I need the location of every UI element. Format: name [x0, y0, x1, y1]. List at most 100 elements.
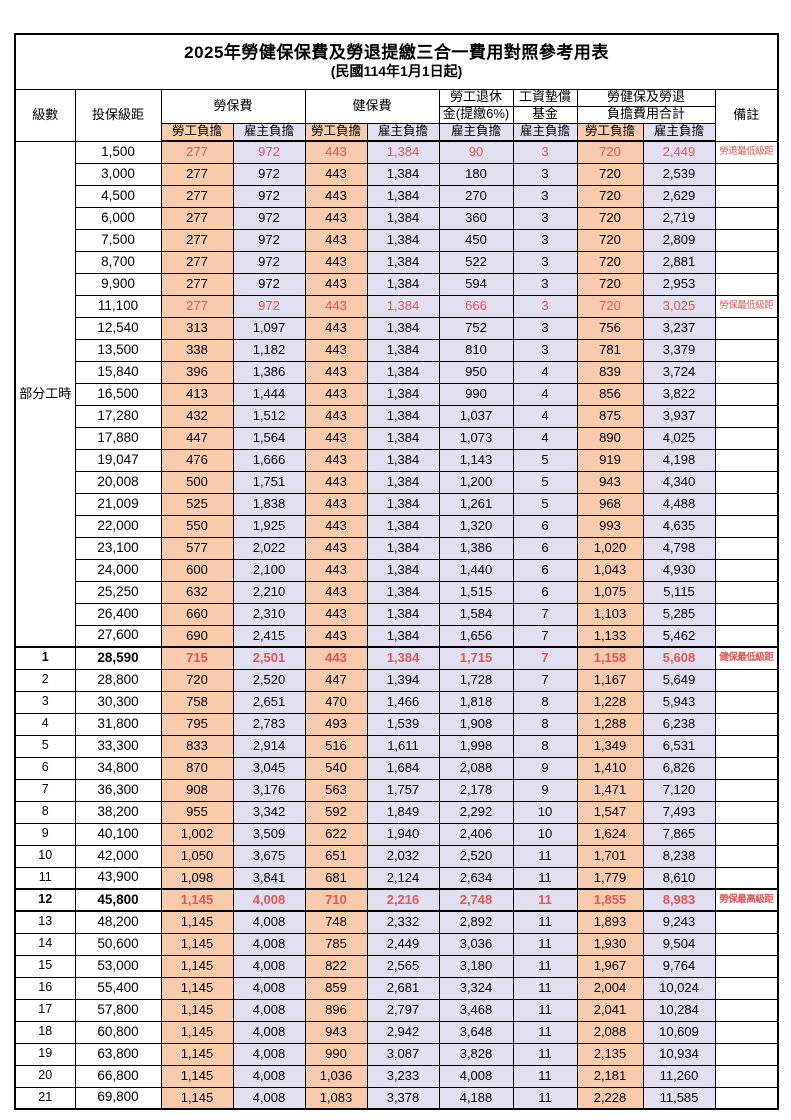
value-cell: 1,547: [576, 800, 644, 824]
value-cell: 6: [512, 536, 578, 560]
value-cell: 2,719: [642, 206, 716, 230]
value-cell: 443: [304, 316, 368, 340]
salary-bracket-cell: 8,700: [74, 250, 162, 274]
value-cell: 7,120: [642, 778, 716, 802]
level-cell: 9: [14, 822, 76, 846]
table-row: 4,500 277 972 443 1,384 270 3 720 2,629: [15, 184, 779, 208]
value-cell: 1,384: [366, 646, 440, 670]
value-cell: 1,471: [576, 778, 644, 802]
value-cell: 3,025: [642, 294, 716, 318]
value-cell: 6: [512, 514, 578, 538]
value-cell: 6,238: [642, 712, 716, 736]
value-cell: 632: [160, 580, 234, 604]
value-cell: 2,634: [438, 866, 514, 890]
salary-bracket-cell: 63,800: [74, 1042, 162, 1066]
remark-cell: [714, 800, 779, 824]
table-row: 26,400 660 2,310 443 1,384 1,584 7 1,103 5,285: [15, 602, 779, 626]
level-cell: 13: [14, 910, 76, 934]
value-cell: 1,751: [232, 470, 306, 494]
value-cell: 360: [438, 206, 514, 230]
value-cell: 9,764: [642, 954, 716, 978]
value-cell: 1,098: [160, 866, 234, 890]
value-cell: 4: [512, 382, 578, 406]
table-row: 3 30,300 758 2,651 470 1,466 1,818 8 1,228 5,943: [14, 690, 779, 714]
salary-bracket-cell: 30,300: [74, 690, 162, 714]
column-header-total-line2: 負擔費用合計: [576, 105, 716, 124]
value-cell: 2,914: [232, 734, 306, 758]
value-cell: 919: [576, 448, 644, 472]
subheader-wage-fund-employer: 雇主負擔: [512, 122, 578, 142]
value-cell: 651: [304, 844, 368, 868]
table-row: 13,500 338 1,182 443 1,384 810 3 781 3,379: [15, 338, 779, 362]
value-cell: 1,893: [576, 910, 644, 934]
table-row: 7,500 277 972 443 1,384 450 3 720 2,809: [15, 228, 779, 252]
remark-cell: [714, 514, 779, 538]
value-cell: 1,757: [366, 778, 440, 802]
value-cell: 11: [512, 844, 578, 868]
value-cell: 1,145: [160, 1086, 234, 1110]
table-row: 17,280 432 1,512 443 1,384 1,037 4 875 3,937: [15, 404, 779, 428]
value-cell: 1,386: [438, 536, 514, 560]
remark-cell: [714, 910, 779, 934]
value-cell: 4,340: [642, 470, 716, 494]
salary-bracket-cell: 50,600: [74, 932, 162, 956]
value-cell: 1,384: [366, 536, 440, 560]
table-row: 部分工時 1,500 277 972 443 1,384 90 3 720 2,449 勞退最低級距: [14, 140, 779, 648]
value-cell: 972: [232, 294, 306, 318]
value-cell: 3: [512, 162, 578, 186]
value-cell: 1,261: [438, 492, 514, 516]
table-row: 21 69,800 1,145 4,008 1,083 3,378 4,188 11 2,228…: [14, 1086, 779, 1110]
value-cell: 859: [304, 976, 368, 1000]
value-cell: 277: [160, 250, 234, 274]
value-cell: 11: [512, 888, 578, 912]
value-cell: 3: [512, 294, 578, 318]
value-cell: 3: [512, 206, 578, 230]
value-cell: 563: [304, 778, 368, 802]
value-cell: 1,384: [366, 294, 440, 318]
value-cell: 11: [512, 976, 578, 1000]
value-cell: 2,809: [642, 228, 716, 252]
value-cell: 972: [232, 206, 306, 230]
table-row: 8 38,200 955 3,342 592 1,849 2,292 10 1,547 7,493: [14, 800, 779, 824]
table-row: 19,047 476 1,666 443 1,384 1,143 5 919 4,198: [15, 448, 779, 472]
value-cell: 972: [232, 140, 306, 164]
value-cell: 1,384: [366, 470, 440, 494]
remark-cell: 勞保最低級距: [714, 294, 779, 318]
salary-bracket-cell: 6,000: [74, 206, 162, 230]
value-cell: 972: [232, 272, 306, 296]
value-cell: 3: [512, 140, 578, 164]
value-cell: 447: [160, 426, 234, 450]
salary-bracket-cell: 13,500: [74, 338, 162, 362]
value-cell: 3,036: [438, 932, 514, 956]
table-row: 11 43,900 1,098 3,841 681 2,124 2,634 11 1,779 8,…: [14, 866, 779, 890]
value-cell: 1,083: [304, 1086, 368, 1110]
salary-bracket-cell: 11,100: [74, 294, 162, 318]
title-cell: 2025年勞健保保費及勞退提繳三合一費用對照參考用表 (民國114年1月1日起): [14, 33, 779, 90]
value-cell: 600: [160, 558, 234, 582]
value-cell: 6: [512, 558, 578, 582]
value-cell: 4,488: [642, 492, 716, 516]
value-cell: 443: [304, 382, 368, 406]
level-cell: 4: [14, 712, 76, 736]
value-cell: 1,440: [438, 558, 514, 582]
value-cell: 839: [576, 360, 644, 384]
salary-bracket-cell: 33,300: [74, 734, 162, 758]
value-cell: 277: [160, 140, 234, 164]
remark-cell: [714, 822, 779, 846]
table-row: 19 63,800 1,145 4,008 990 3,087 3,828 11 2,135 10…: [14, 1042, 779, 1066]
value-cell: 443: [304, 140, 368, 164]
value-cell: 1,728: [438, 668, 514, 692]
value-cell: 3,379: [642, 338, 716, 362]
value-cell: 443: [304, 624, 368, 648]
table-row: 21,009 525 1,838 443 1,384 1,261 5 968 4,488: [15, 492, 779, 516]
value-cell: 4,188: [438, 1086, 514, 1110]
table-row: 3,000 277 972 443 1,384 180 3 720 2,539: [15, 162, 779, 186]
page-subtitle: (民國114年1月1日起): [330, 63, 463, 80]
column-header-labor-insurance: 勞保費: [160, 88, 306, 124]
value-cell: 11,585: [642, 1086, 716, 1110]
value-cell: 10,609: [642, 1020, 716, 1044]
salary-bracket-cell: 48,200: [74, 910, 162, 934]
value-cell: 443: [304, 580, 368, 604]
level-cell: 15: [14, 954, 76, 978]
value-cell: 3,342: [232, 800, 306, 824]
